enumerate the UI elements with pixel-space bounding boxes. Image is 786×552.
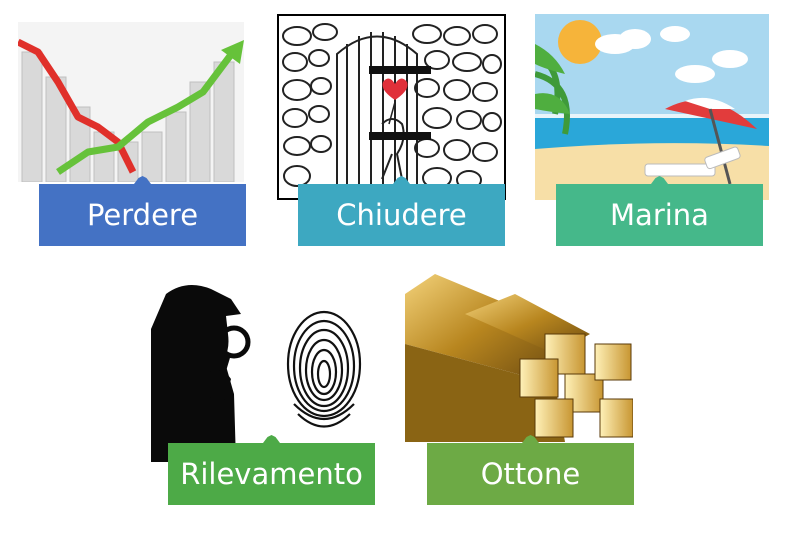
- detective-fingerprint-icon: [146, 274, 376, 462]
- word-label: Chiudere: [298, 184, 505, 246]
- word-label-text: Chiudere: [336, 198, 467, 232]
- word-label: Rilevamento: [168, 443, 375, 505]
- word-label-text: Ottone: [480, 457, 581, 491]
- word-label-text: Rilevamento: [180, 457, 363, 491]
- declining-chart-icon: [18, 22, 244, 182]
- word-label: Perdere: [39, 184, 246, 246]
- word-label-text: Marina: [610, 198, 709, 232]
- beach-umbrella-icon: [535, 14, 769, 200]
- word-label: Ottone: [427, 443, 634, 505]
- closing-door-icon: [277, 14, 506, 200]
- word-label-text: Perdere: [86, 198, 199, 232]
- word-label: Marina: [556, 184, 763, 246]
- brass-bars-icon: [405, 274, 633, 442]
